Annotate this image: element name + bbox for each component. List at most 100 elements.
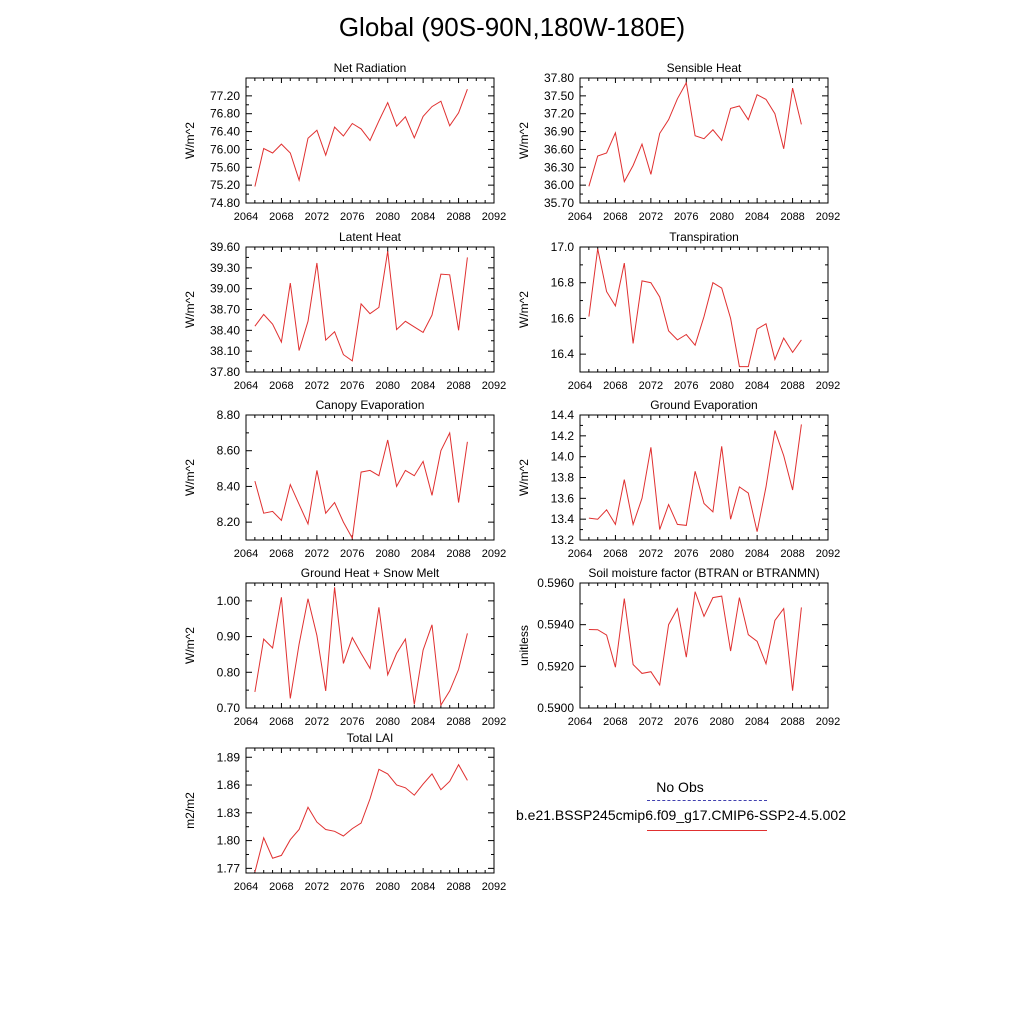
- x-tick-label: 2076: [674, 380, 698, 392]
- y-tick-label: 36.90: [544, 125, 574, 139]
- panel-6: 2064 2068 2072 2076 2080 2084 2088 2092 13.2 13.4…: [517, 398, 840, 560]
- x-tick-label: 2080: [375, 380, 399, 392]
- y-tick-label: 0.80: [217, 665, 241, 679]
- x-tick-label: 2084: [411, 881, 435, 893]
- x-tick-label: 2080: [375, 716, 399, 728]
- x-tick-label: 2064: [568, 380, 592, 392]
- x-tick-label: 2072: [639, 716, 663, 728]
- panel-7: 2064 2068 2072 2076 2080 2084 2088 2092 0.70 0.80…: [183, 566, 506, 728]
- y-axis-label: unitless: [517, 625, 531, 666]
- y-tick-label: 39.00: [210, 282, 240, 296]
- y-tick-label: 13.8: [551, 471, 575, 485]
- legend-obs-line: [647, 800, 767, 801]
- x-tick-label: 2068: [603, 716, 627, 728]
- x-tick-label: 2080: [709, 211, 733, 223]
- x-tick-label: 2072: [639, 380, 663, 392]
- y-tick-label: 16.8: [551, 276, 575, 290]
- panel-5: 2064 2068 2072 2076 2080 2084 2088 2092 8.20 8.40…: [183, 398, 506, 560]
- series-line: [254, 251, 468, 362]
- panel-3: 2064 2068 2072 2076 2080 2084 2088 2092 37.80 38.…: [183, 230, 506, 392]
- y-tick-label: 76.40: [210, 125, 240, 139]
- y-tick-label: 0.70: [217, 701, 241, 715]
- panel-title: Sensible Heat: [667, 61, 742, 75]
- y-tick-label: 0.90: [217, 630, 241, 644]
- y-tick-label: 0.5940: [537, 618, 574, 632]
- y-tick-label: 74.80: [210, 196, 240, 210]
- series-line: [254, 763, 468, 873]
- x-tick-label: 2068: [269, 211, 293, 223]
- y-tick-label: 0.5920: [537, 659, 574, 673]
- x-tick-label: 2068: [603, 211, 627, 223]
- x-tick-label: 2088: [446, 380, 470, 392]
- x-tick-label: 2080: [709, 548, 733, 560]
- y-tick-label: 37.20: [544, 107, 574, 121]
- x-tick-label: 2084: [411, 548, 435, 560]
- plot-frame: [245, 246, 495, 373]
- panel-1: 2064 2068 2072 2076 2080 2084 2088 2092 74.80 75.…: [183, 61, 506, 223]
- x-tick-label: 2088: [780, 548, 804, 560]
- y-tick-label: 36.60: [544, 142, 574, 156]
- y-tick-label: 16.4: [551, 347, 575, 361]
- x-tick-label: 2088: [780, 716, 804, 728]
- y-axis-label: W/m^2: [517, 291, 531, 328]
- y-axis-label: W/m^2: [517, 459, 531, 496]
- x-tick-label: 2076: [340, 881, 364, 893]
- x-tick-label: 2072: [305, 211, 329, 223]
- y-tick-label: 35.70: [544, 196, 574, 210]
- y-axis-label: W/m^2: [183, 459, 197, 496]
- x-tick-label: 2072: [639, 548, 663, 560]
- x-tick-label: 2080: [709, 716, 733, 728]
- x-tick-label: 2076: [674, 211, 698, 223]
- panel-9: 2064 2068 2072 2076 2080 2084 2088 2092 1.77 1.80…: [183, 731, 506, 893]
- y-tick-label: 38.70: [210, 303, 240, 317]
- x-tick-label: 2088: [446, 211, 470, 223]
- plot-frame: [245, 414, 495, 541]
- legend-case-line: [647, 830, 767, 831]
- panel-title: Canopy Evaporation: [316, 398, 425, 412]
- y-tick-label: 76.00: [210, 142, 240, 156]
- x-tick-label: 2068: [269, 716, 293, 728]
- x-tick-label: 2080: [375, 548, 399, 560]
- y-axis-label: W/m^2: [183, 122, 197, 159]
- x-tick-label: 2068: [269, 881, 293, 893]
- y-tick-label: 75.20: [210, 178, 240, 192]
- x-tick-label: 2068: [603, 380, 627, 392]
- y-tick-label: 8.40: [217, 479, 241, 493]
- x-tick-label: 2092: [482, 881, 506, 893]
- panel-title: Ground Heat + Snow Melt: [301, 566, 440, 580]
- panel-title: Net Radiation: [334, 61, 407, 75]
- y-tick-label: 37.80: [210, 365, 240, 379]
- y-tick-label: 0.5960: [537, 576, 574, 590]
- x-tick-label: 2064: [234, 380, 258, 392]
- y-tick-label: 8.80: [217, 408, 241, 422]
- x-tick-label: 2064: [234, 716, 258, 728]
- x-tick-label: 2072: [305, 380, 329, 392]
- y-tick-label: 1.89: [217, 750, 241, 764]
- x-tick-label: 2084: [745, 548, 769, 560]
- x-tick-label: 2064: [234, 881, 258, 893]
- series-line: [588, 248, 802, 368]
- x-tick-label: 2092: [482, 211, 506, 223]
- x-tick-label: 2080: [375, 881, 399, 893]
- y-tick-label: 1.80: [217, 834, 241, 848]
- y-tick-label: 1.86: [217, 778, 241, 792]
- y-tick-label: 16.6: [551, 311, 575, 325]
- y-tick-label: 36.30: [544, 160, 574, 174]
- y-tick-label: 14.0: [551, 450, 575, 464]
- y-tick-label: 38.40: [210, 323, 240, 337]
- x-tick-label: 2080: [375, 211, 399, 223]
- x-tick-label: 2068: [269, 380, 293, 392]
- panel-title: Ground Evaporation: [650, 398, 757, 412]
- series-line: [254, 89, 468, 187]
- y-tick-label: 38.10: [210, 344, 240, 358]
- y-tick-label: 39.60: [210, 240, 240, 254]
- x-tick-label: 2088: [446, 548, 470, 560]
- x-tick-label: 2088: [446, 881, 470, 893]
- panel-4: 2064 2068 2072 2076 2080 2084 2088 2092 16.4 16.6…: [517, 230, 840, 392]
- x-tick-label: 2068: [269, 548, 293, 560]
- panel-title: Transpiration: [669, 230, 739, 244]
- legend: No Obs b.e21.BSSP245cmip6.f09_g17.CMIP6-…: [516, 778, 880, 838]
- x-tick-label: 2092: [816, 380, 840, 392]
- x-tick-label: 2084: [745, 716, 769, 728]
